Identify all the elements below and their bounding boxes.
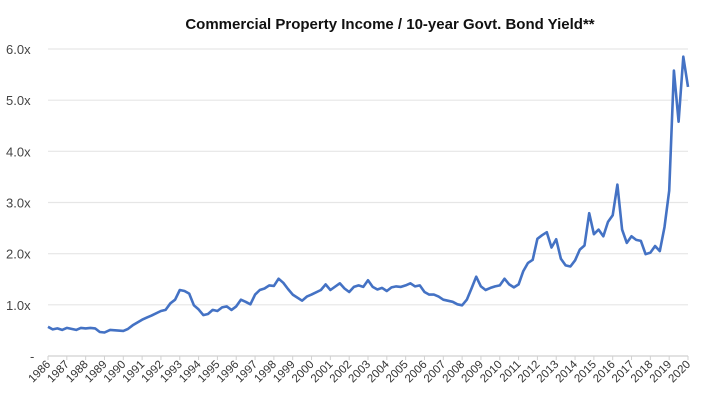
y-tick-label: 2.0x	[6, 247, 31, 262]
y-tick-label: 5.0x	[6, 93, 31, 108]
y-tick-label: 3.0x	[6, 196, 31, 211]
y-tick-label: 6.0x	[6, 42, 31, 57]
y-tick-label: -	[30, 349, 34, 364]
y-tick-label: 4.0x	[6, 144, 31, 159]
series-line	[47, 55, 690, 334]
x-tick-label: 2020	[667, 359, 694, 386]
chart-title: Commercial Property Income / 10-year Gov…	[185, 16, 595, 33]
y-tick-label: 1.0x	[6, 298, 31, 313]
